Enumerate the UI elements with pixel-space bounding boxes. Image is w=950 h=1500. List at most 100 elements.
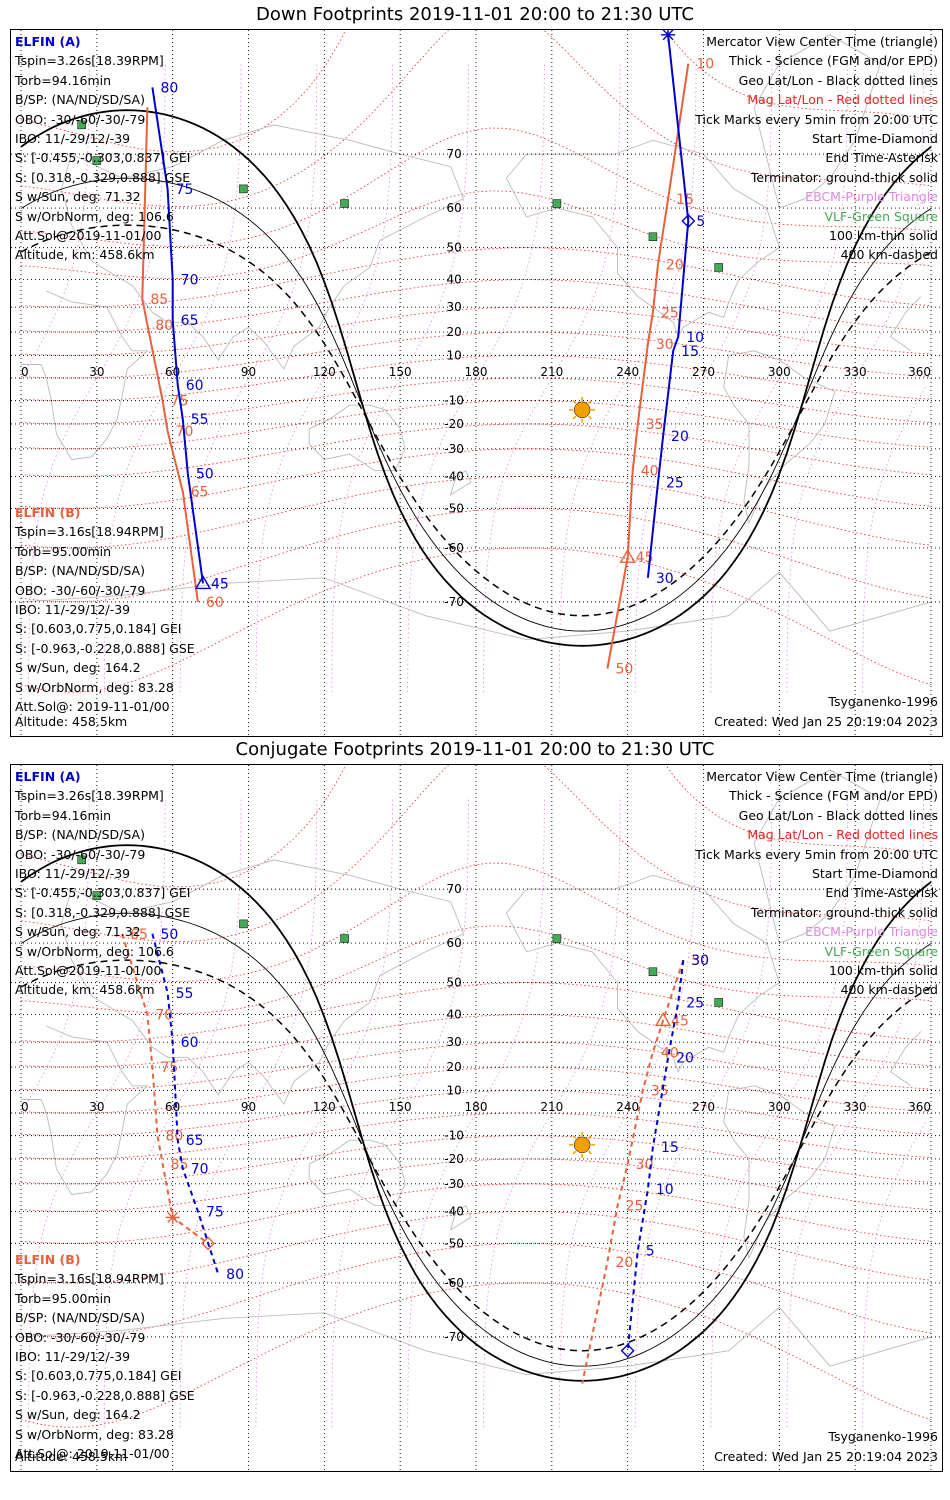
elfin-b-line: OBO: -30/-60/-30/-79 xyxy=(15,1329,146,1345)
panel-title-conjugate: Conjugate Footprints 2019-11-01 20:00 to… xyxy=(235,739,715,760)
track-tick-label: 75 xyxy=(160,1060,178,1076)
footprint-track xyxy=(151,87,204,584)
coastline xyxy=(308,1139,406,1207)
coastline xyxy=(505,874,780,1073)
start-diamond-marker xyxy=(620,1343,635,1358)
terminator-ground xyxy=(20,844,932,1382)
terminator-100km xyxy=(20,912,932,1367)
coastline xyxy=(889,296,922,352)
track-tick-label: 80 xyxy=(155,318,173,334)
coastline xyxy=(60,124,464,370)
lon-tick-label: 180 xyxy=(465,1100,488,1114)
elfin-a-info: ELFIN (A) Tspin=3.26s[18.39RPM] Torb=94.… xyxy=(15,767,190,1000)
track-tick-label: 55 xyxy=(191,412,209,428)
terminator-ground xyxy=(20,109,932,647)
lat-tick-label: -10 xyxy=(444,1129,464,1143)
elfin-b-line: OBO: -30/-60/-30/-79 xyxy=(15,582,146,598)
legend-item: Mercator View Center Time (triangle) xyxy=(706,34,938,49)
track-tick-label: 85 xyxy=(171,1157,189,1173)
footprint-track xyxy=(151,933,220,1275)
track-tick-label: 80 xyxy=(160,80,178,96)
vlf-station-marker xyxy=(239,919,248,929)
mag-meridian xyxy=(407,798,545,1428)
start-diamond-marker xyxy=(201,1236,216,1251)
lat-tick-label: -70 xyxy=(444,595,464,609)
sun-ray xyxy=(588,415,592,420)
elfin-a-line: OBO: -30/-60/-30/-79 xyxy=(15,846,146,862)
track-tick-label: 65 xyxy=(186,1133,204,1149)
vlf-station-marker xyxy=(552,934,562,943)
elfin-b-line: Torb=95.00min xyxy=(15,1290,112,1306)
elfin-a-label: ELFIN (A) xyxy=(15,34,81,49)
mag-meridian xyxy=(20,798,90,1114)
legend-item: 100 km-thin solid xyxy=(829,963,938,979)
track-tick-label: 35 xyxy=(646,417,664,433)
lon-tick-label: 90 xyxy=(241,1100,256,1114)
mag-parallel xyxy=(20,423,932,477)
lat-tick-label: 20 xyxy=(446,325,461,339)
coastline xyxy=(753,34,881,209)
legend-item: Mag Lat/Lon - Red dotted lines xyxy=(747,827,938,843)
track-tick-label: 20 xyxy=(671,429,689,445)
track-tick-label: 40 xyxy=(641,464,659,480)
track-tick-label: 70 xyxy=(181,273,199,289)
footprint-track xyxy=(626,959,685,1351)
elfin-a-line: Torb=94.16min xyxy=(15,72,112,88)
elfin-b-altitude: Altitude: 458.5km xyxy=(15,1449,128,1464)
track-tick-label: 50 xyxy=(691,953,709,969)
mag-meridian xyxy=(103,798,242,1428)
track-tick-label: 80 xyxy=(166,1129,184,1145)
elfin-b-line: Tspin=3.16s[18.94RPM] xyxy=(15,524,164,540)
lon-tick-label: 210 xyxy=(540,365,563,379)
coastline xyxy=(505,139,780,338)
elfin-b-line: S: [0.603,0.775,0.184] GEI xyxy=(15,1368,182,1384)
elfin-b-line: IBO: 11/-29/12/-39 xyxy=(15,602,131,618)
legend-item: EBCM-Purple Triangle xyxy=(805,189,938,205)
end-asterisk-marker xyxy=(661,30,676,42)
lat-tick-label: 50 xyxy=(446,976,461,990)
center-triangle-marker xyxy=(654,1011,672,1027)
lon-tick-label: 240 xyxy=(616,1100,639,1114)
vlf-station-marker xyxy=(714,998,723,1007)
mag-meridian xyxy=(255,63,394,693)
legend-item: Mercator View Center Time (triangle) xyxy=(706,769,938,784)
legend-item: End Time-Asterisk xyxy=(825,885,938,901)
track-tick-label: 75 xyxy=(176,182,194,198)
lon-tick-label: 210 xyxy=(540,1100,563,1114)
footprint-track xyxy=(581,959,685,1384)
track-tick-label: 5 xyxy=(696,214,705,230)
track-tick-label: 30 xyxy=(656,337,674,353)
legend-item: Mag Lat/Lon - Red dotted lines xyxy=(747,92,938,108)
lat-tick-label: -20 xyxy=(444,417,464,431)
mag-parallel xyxy=(20,1282,932,1428)
elfin-b-label: ELFIN (B) xyxy=(15,505,81,520)
created-label: Created: Wed Jan 25 20:19:04 2023 xyxy=(714,714,938,729)
mag-meridian xyxy=(634,798,773,1428)
elfin-a-line: S: [0.318,-0.329,0.888] GSE xyxy=(15,169,191,185)
mag-parallel xyxy=(20,507,932,603)
mag-meridian xyxy=(710,63,849,693)
lat-tick-label: -30 xyxy=(444,1177,464,1191)
lon-tick-label: 180 xyxy=(465,365,488,379)
elfin-a-line: Altitude, km: 458.6km xyxy=(15,982,155,998)
elfin-b-line: S w/Sun, deg: 164.2 xyxy=(15,1407,141,1423)
lon-tick-label: 0 xyxy=(21,1100,29,1114)
mag-meridian xyxy=(28,63,166,693)
track-tick-label: 55 xyxy=(176,986,194,1002)
elfin-b-line: S w/OrbNorm, deg: 83.28 xyxy=(15,679,174,695)
legend-item: Tick Marks every 5min from 20:00 UTC xyxy=(695,846,938,862)
legend-item: Terminator: ground-thick solid xyxy=(750,169,938,185)
legend-item: Geo Lat/Lon - Black dotted lines xyxy=(738,72,938,88)
coastline xyxy=(20,1306,932,1376)
lon-tick-label: 360 xyxy=(908,1100,931,1114)
track-tick-label: 20 xyxy=(615,1255,633,1271)
mag-meridian xyxy=(710,798,849,1428)
lon-tick-label: 300 xyxy=(768,365,791,379)
elfin-b-line: Torb=95.00min xyxy=(15,543,112,559)
track-tick-label: 25 xyxy=(626,1199,644,1215)
elfin-b-line: B/SP: (NA/ND/SD/SA) xyxy=(15,563,145,579)
down-footprints-map: 0 30 60 90 120 150 180 210 240 270 300 330 360 70 60 50… xyxy=(10,29,943,737)
mag-meridian xyxy=(862,386,927,693)
mag-parallel xyxy=(20,279,932,333)
mag-meridian xyxy=(483,63,621,693)
